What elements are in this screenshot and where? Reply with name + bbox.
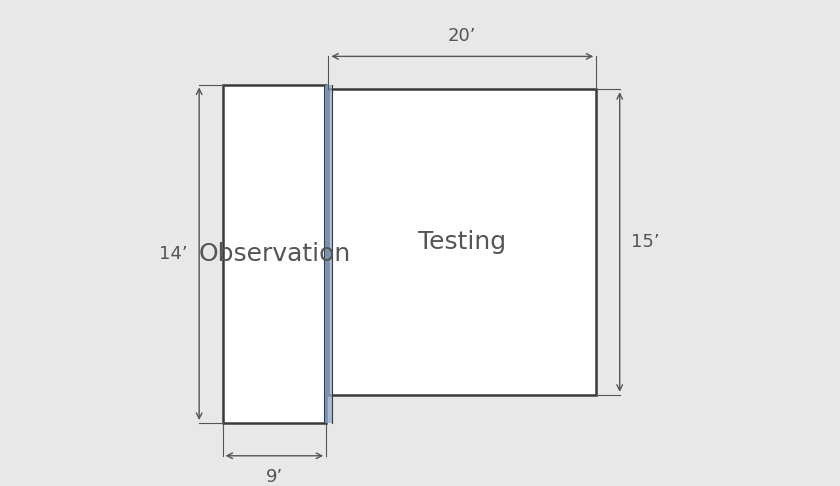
Text: Observation: Observation bbox=[198, 242, 350, 266]
Text: 14’: 14’ bbox=[159, 245, 187, 263]
Text: 20’: 20’ bbox=[448, 27, 476, 45]
Text: Testing: Testing bbox=[418, 230, 507, 254]
Bar bbox=[328, 89, 596, 395]
Text: 9’: 9’ bbox=[265, 468, 283, 486]
Text: 15’: 15’ bbox=[632, 233, 660, 251]
Bar bbox=[323, 85, 332, 423]
Bar bbox=[223, 85, 326, 423]
